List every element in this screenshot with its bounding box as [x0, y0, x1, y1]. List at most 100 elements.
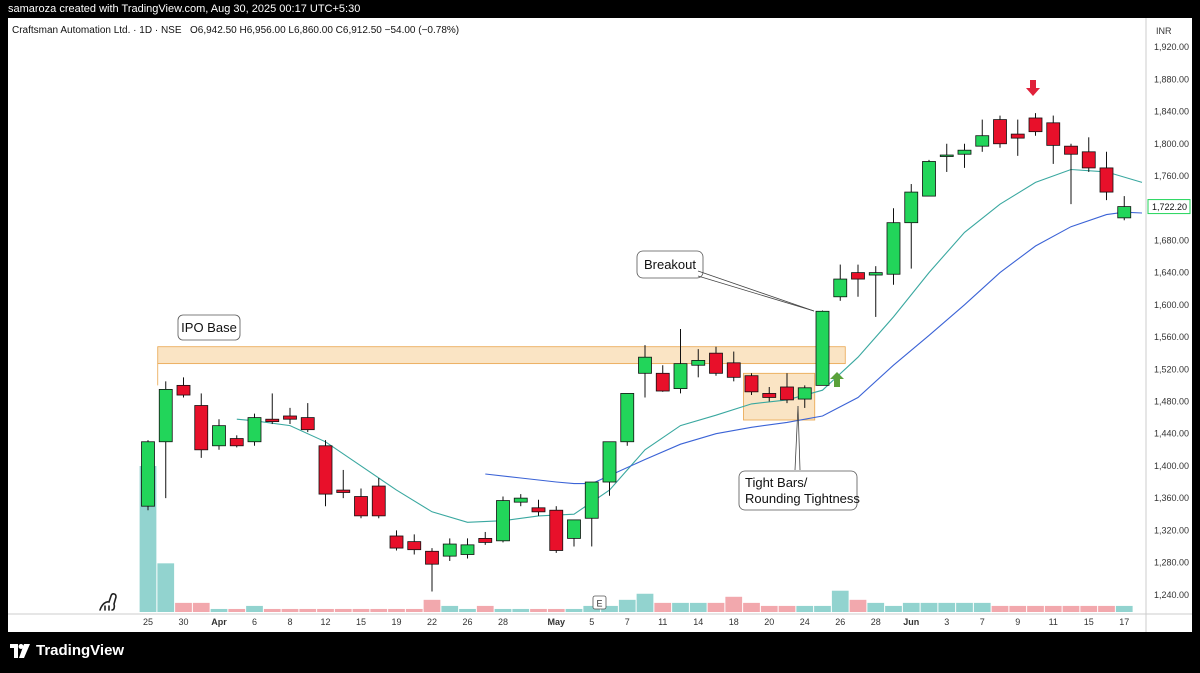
- candle[interactable]: [602, 441, 617, 496]
- candle-body: [762, 393, 777, 398]
- earnings-marker[interactable]: [592, 595, 607, 610]
- candle[interactable]: [549, 506, 564, 553]
- time-tick-label: 11: [1049, 617, 1058, 627]
- time-tick-label: 18: [729, 617, 739, 627]
- candle[interactable]: [833, 264, 848, 301]
- candle[interactable]: [141, 440, 155, 511]
- candle[interactable]: [460, 538, 475, 559]
- candle[interactable]: [868, 266, 883, 317]
- candle[interactable]: [229, 435, 244, 448]
- candle[interactable]: [815, 310, 830, 386]
- volume-bar: [192, 602, 210, 612]
- candle[interactable]: [425, 548, 439, 592]
- candle[interactable]: [584, 481, 599, 547]
- earnings-marker-label: E: [596, 599, 602, 609]
- candle[interactable]: [318, 440, 333, 507]
- candle-body: [1064, 145, 1078, 155]
- time-tick-label: 12: [320, 617, 330, 627]
- candle[interactable]: [442, 538, 457, 561]
- volume-bar: [991, 605, 1009, 612]
- candle[interactable]: [478, 531, 493, 545]
- time-tick-label: 3: [944, 617, 949, 627]
- candle[interactable]: [797, 385, 812, 408]
- candle[interactable]: [939, 143, 954, 172]
- candle[interactable]: [726, 351, 741, 382]
- candle[interactable]: [957, 143, 972, 168]
- volume-bar: [263, 608, 281, 612]
- candle[interactable]: [762, 386, 777, 402]
- volume-bar: [725, 596, 743, 612]
- candle[interactable]: [371, 478, 386, 519]
- tight-bars-label-line2: Rounding Tightness: [745, 491, 860, 506]
- candle-body: [1081, 151, 1096, 169]
- candle[interactable]: [354, 488, 368, 519]
- volume-bar: [1098, 605, 1115, 612]
- time-tick-label: 28: [498, 617, 508, 627]
- candle[interactable]: [1010, 119, 1025, 156]
- candle[interactable]: [744, 373, 759, 396]
- volume-bar: [423, 599, 441, 612]
- candle[interactable]: [283, 407, 297, 425]
- candle[interactable]: [212, 419, 226, 450]
- candle[interactable]: [1046, 115, 1061, 164]
- volume-bar: [760, 605, 778, 612]
- volume-bar: [849, 599, 867, 612]
- candle[interactable]: [176, 377, 191, 398]
- candle[interactable]: [709, 346, 723, 376]
- candle[interactable]: [389, 530, 404, 551]
- price-tick-label: 1,400.00: [1154, 461, 1189, 471]
- candle[interactable]: [1028, 113, 1043, 136]
- candle[interactable]: [638, 345, 652, 398]
- candle[interactable]: [300, 403, 315, 433]
- candle[interactable]: [336, 469, 351, 499]
- candle-body: [371, 485, 386, 517]
- candlestick-chart[interactable]: 1,240.00 1,280.00 1,320.00 1,360.00 1,400.00…: [8, 18, 1192, 632]
- candle[interactable]: [673, 329, 688, 394]
- candle-body: [1028, 117, 1043, 133]
- candle[interactable]: [975, 119, 990, 152]
- candle-body: [194, 405, 209, 451]
- candle[interactable]: [1117, 196, 1132, 221]
- volume-bar: [317, 608, 334, 612]
- time-tick-label: 26: [462, 617, 472, 627]
- time-tick-label: 24: [800, 617, 810, 627]
- candle[interactable]: [780, 373, 794, 404]
- candle[interactable]: [567, 519, 581, 547]
- volume-bar: [175, 602, 192, 612]
- candle-body: [407, 541, 422, 551]
- candle[interactable]: [904, 184, 919, 269]
- candle-body: [709, 352, 723, 374]
- candle[interactable]: [993, 115, 1007, 148]
- candle-body: [975, 135, 990, 147]
- candle[interactable]: [531, 499, 546, 516]
- candle[interactable]: [851, 264, 865, 297]
- candle[interactable]: [1099, 151, 1114, 201]
- candle[interactable]: [620, 393, 635, 446]
- candles[interactable]: [141, 113, 1132, 592]
- candle[interactable]: [265, 393, 280, 425]
- candle[interactable]: [886, 208, 901, 285]
- candle[interactable]: [1081, 137, 1096, 172]
- candle[interactable]: [194, 393, 209, 458]
- chart-panel[interactable]: 1,240.00 1,280.00 1,320.00 1,360.00 1,400.00…: [8, 18, 1192, 632]
- ipo-base-box: [157, 346, 846, 365]
- candle-body: [389, 535, 404, 549]
- brand[interactable]: TradingView: [10, 642, 124, 659]
- candle[interactable]: [407, 534, 422, 555]
- candle-body: [638, 356, 652, 374]
- caption-bar: samaroza created with TradingView.com, A…: [0, 0, 1200, 18]
- candle[interactable]: [1064, 143, 1078, 205]
- candle-body: [815, 310, 830, 386]
- candle[interactable]: [247, 413, 262, 446]
- price-tick-label: 1,680.00: [1154, 235, 1189, 245]
- candle[interactable]: [922, 159, 936, 197]
- candle-body: [797, 387, 812, 400]
- symbol-line: Craftsman Automation Ltd. · 1D · NSE: [12, 25, 182, 36]
- footer-bar: TradingView: [0, 632, 1200, 673]
- candle[interactable]: [158, 381, 173, 499]
- candle[interactable]: [691, 349, 706, 378]
- price-tick-label: 1,320.00: [1154, 525, 1189, 535]
- candle[interactable]: [513, 494, 528, 507]
- candle[interactable]: [655, 365, 670, 392]
- candle[interactable]: [496, 496, 510, 543]
